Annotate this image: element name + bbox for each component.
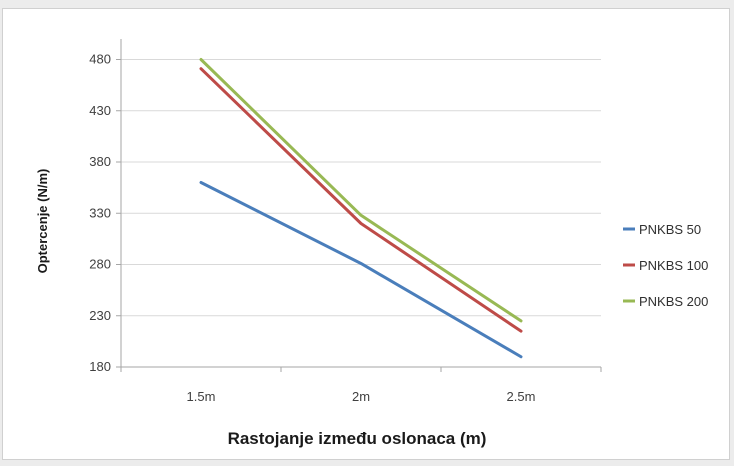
y-tick-label: 430 (89, 103, 111, 118)
y-tick-label: 230 (89, 308, 111, 323)
series-line (199, 58, 523, 323)
series-lines (199, 58, 523, 359)
y-tick-label: 480 (89, 52, 111, 67)
axes (116, 39, 602, 372)
y-axis-title: Optercenje (N/m) (35, 169, 50, 274)
y-tick-label: 280 (89, 257, 111, 272)
series-line (199, 181, 523, 359)
y-tick-labels: 180 230 280 330 380 430 480 (89, 52, 111, 375)
grid-lines (121, 59, 601, 317)
chart-frame: 180 230 280 330 380 430 480 1.5m 2m 2.5m PNKBS 5… (2, 8, 730, 460)
x-axis-title: Rastojanje između oslonaca (m) (228, 429, 487, 448)
legend-label: PNKBS 200 (639, 294, 708, 309)
line-chart: 180 230 280 330 380 430 480 1.5m 2m 2.5m PNKBS 5… (35, 39, 708, 448)
legend-label: PNKBS 100 (639, 258, 708, 273)
x-tick-label: 2.5m (507, 389, 536, 404)
x-tick-labels: 1.5m 2m 2.5m (187, 389, 536, 404)
x-tick-label: 1.5m (187, 389, 216, 404)
y-tick-label: 380 (89, 154, 111, 169)
y-tick-label: 330 (89, 205, 111, 220)
y-tick-label: 180 (89, 359, 111, 374)
x-tick-label: 2m (352, 389, 370, 404)
series-line (199, 67, 523, 333)
legend: PNKBS 50 PNKBS 100 PNKBS 200 (623, 222, 708, 309)
legend-label: PNKBS 50 (639, 222, 701, 237)
